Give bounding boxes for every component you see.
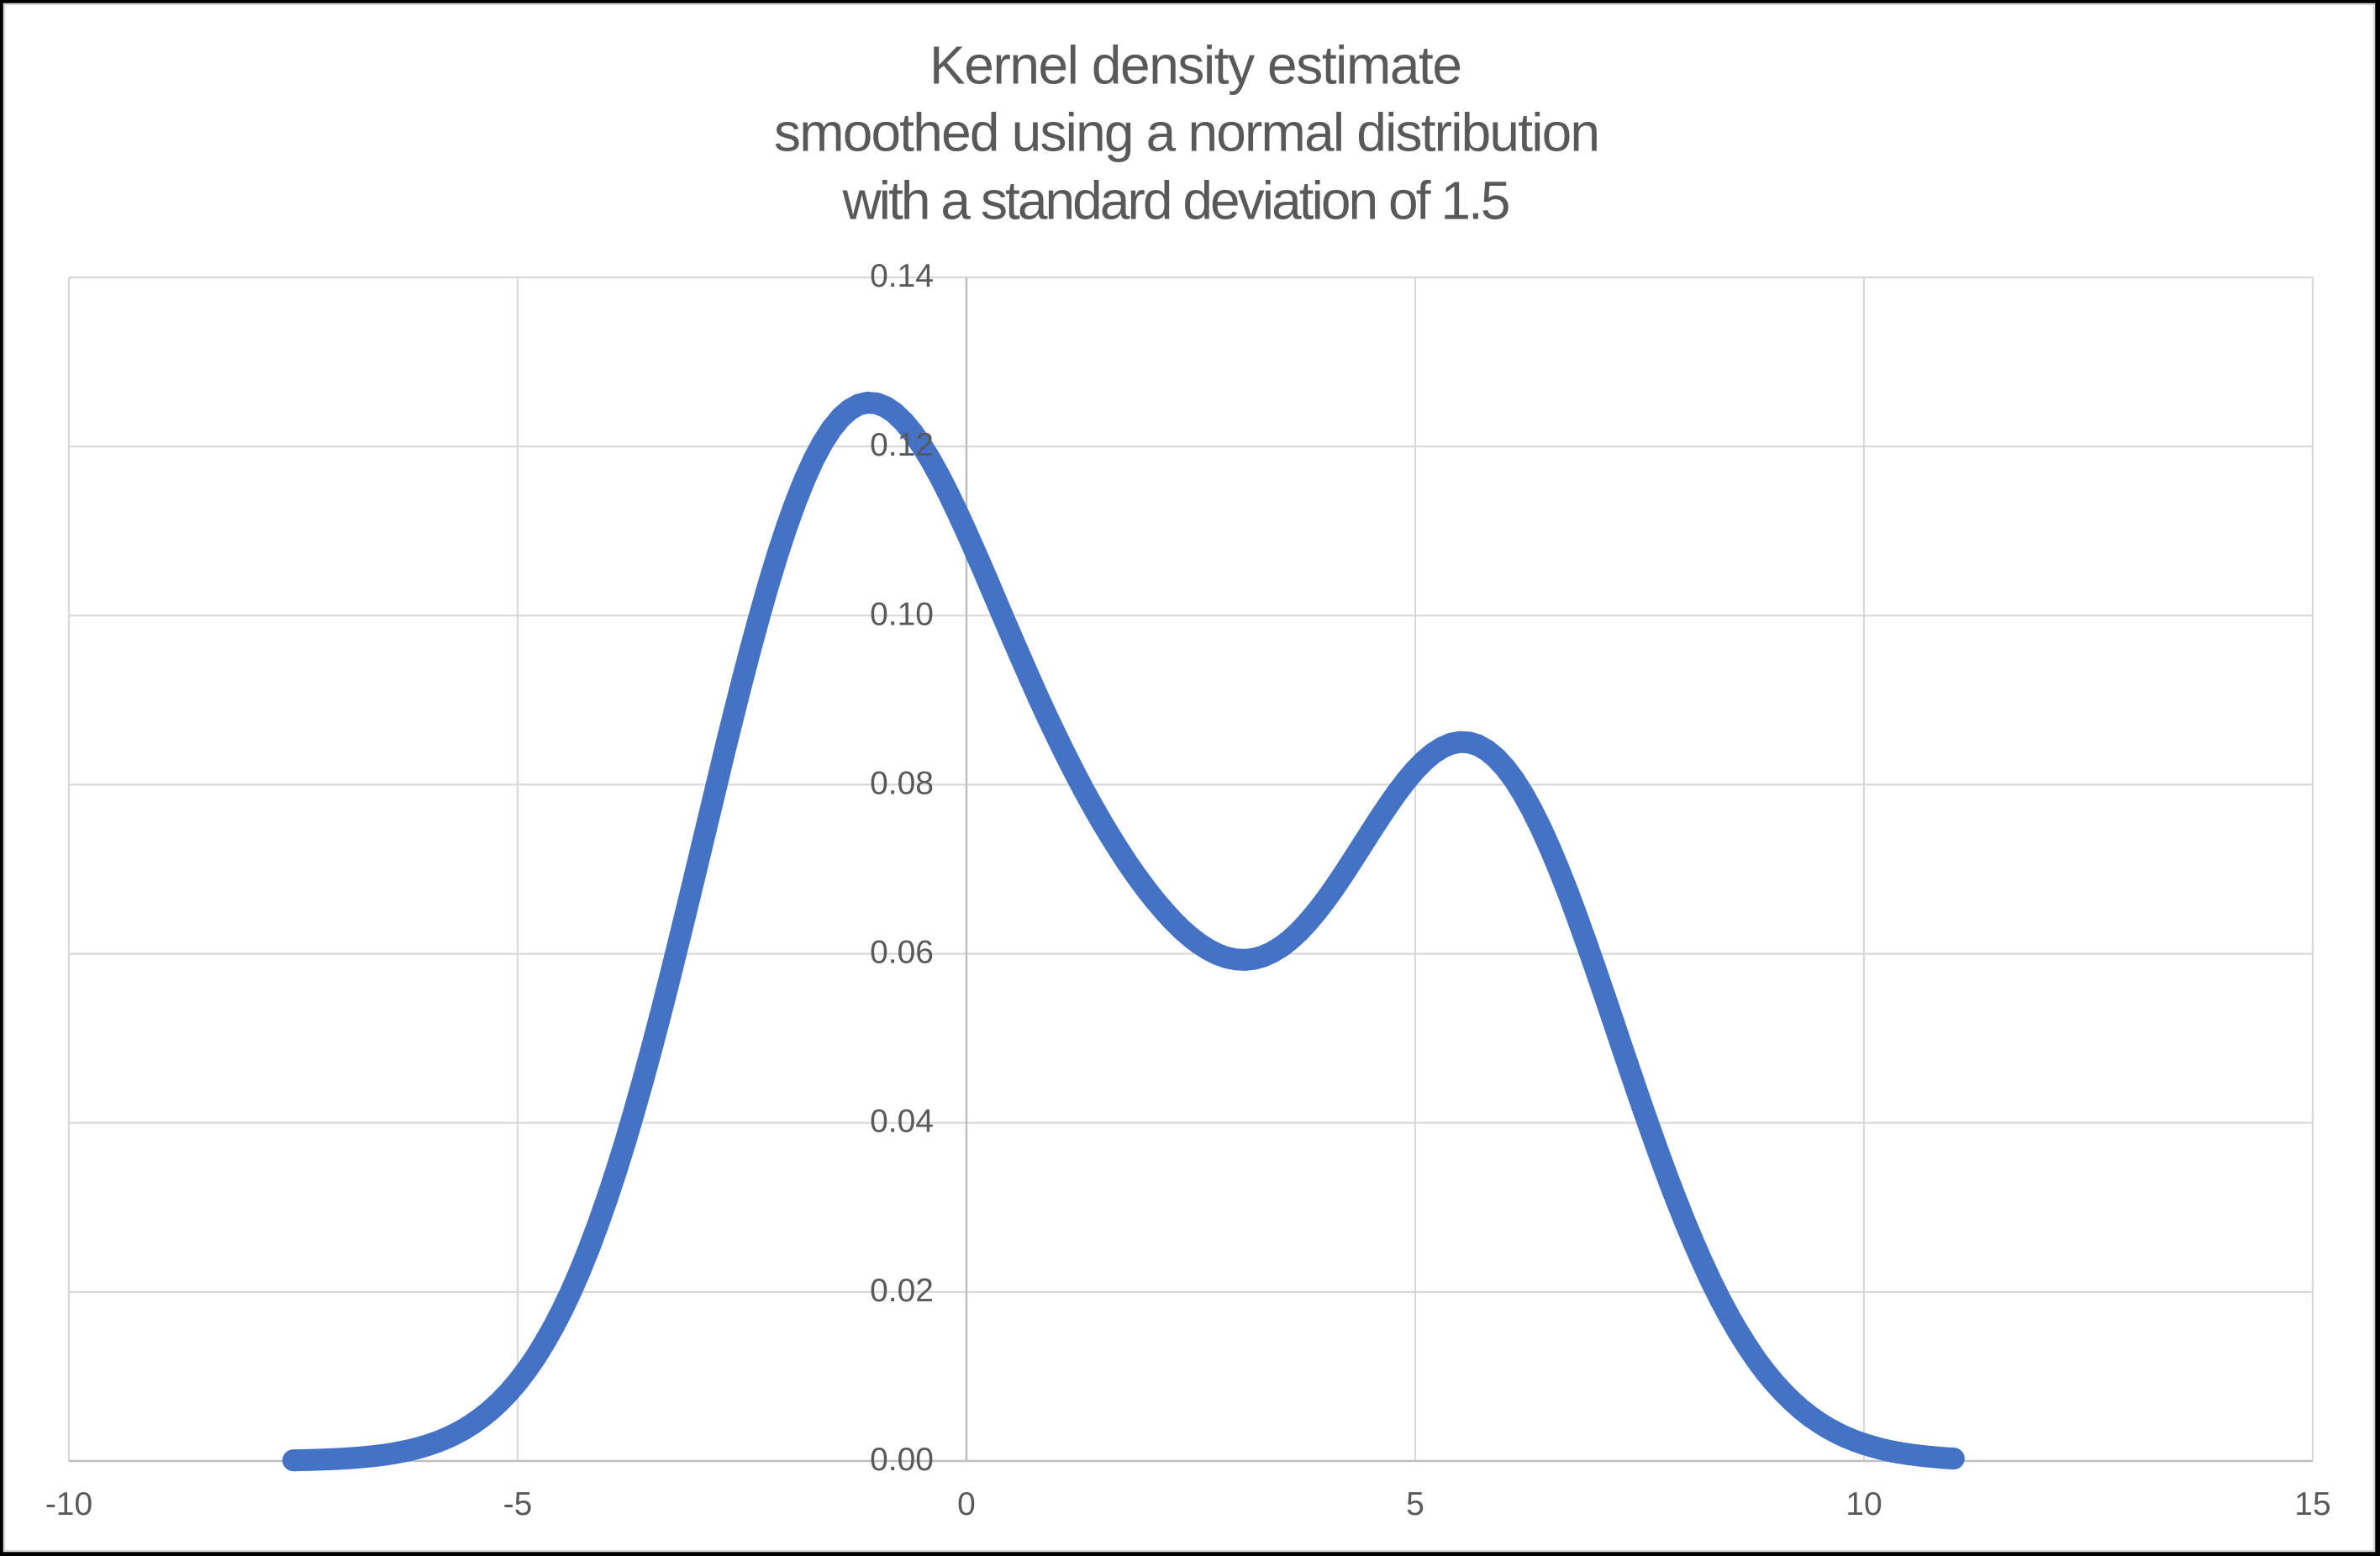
svg-text:-5: -5 [503, 1486, 533, 1522]
svg-text:smoothed using a normal distri: smoothed using a normal distribution [774, 103, 1600, 163]
svg-text:0.12: 0.12 [870, 427, 934, 463]
svg-text:0.14: 0.14 [870, 258, 934, 294]
svg-text:5: 5 [1406, 1486, 1424, 1522]
svg-text:0.06: 0.06 [870, 935, 934, 971]
svg-text:0.04: 0.04 [870, 1104, 934, 1140]
svg-text:0: 0 [957, 1486, 976, 1522]
svg-text:10: 10 [1846, 1486, 1882, 1522]
svg-text:with a standard deviation of 1: with a standard deviation of 1.5 [842, 171, 1511, 231]
svg-text:Kernel density estimate: Kernel density estimate [929, 35, 1462, 96]
svg-text:-10: -10 [45, 1486, 92, 1522]
svg-text:0.02: 0.02 [870, 1273, 934, 1309]
svg-text:0.10: 0.10 [870, 596, 934, 632]
svg-text:15: 15 [2294, 1486, 2330, 1522]
svg-text:0.08: 0.08 [870, 765, 934, 801]
svg-text:0.00: 0.00 [870, 1442, 934, 1478]
